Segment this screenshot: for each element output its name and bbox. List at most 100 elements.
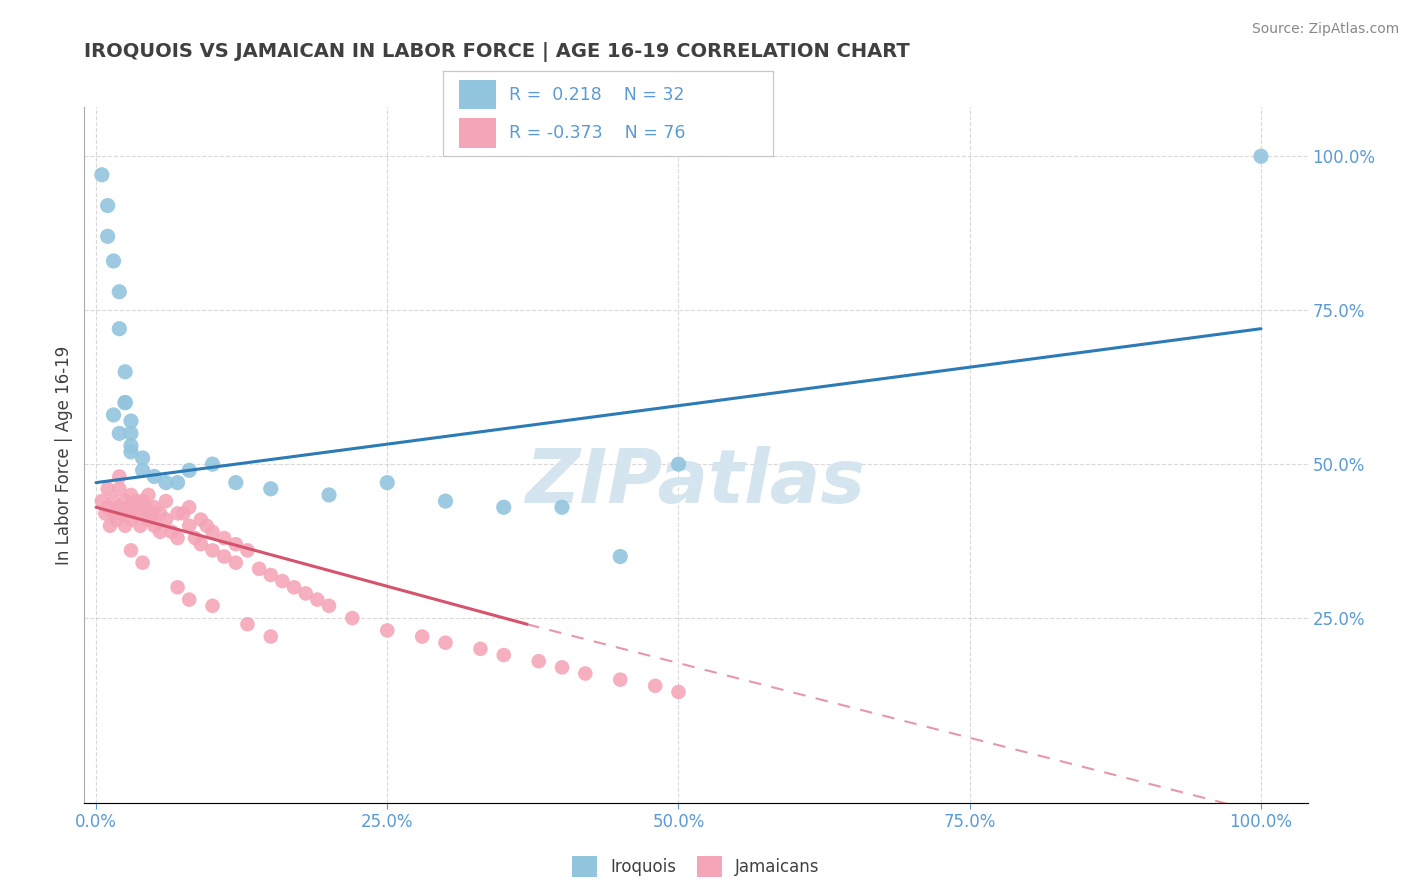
- Text: ZIPatlas: ZIPatlas: [526, 446, 866, 519]
- Point: [668, 685, 690, 699]
- Point: [225, 537, 247, 551]
- Point: [225, 475, 247, 490]
- Point: [131, 556, 153, 570]
- Point: [114, 395, 136, 409]
- Point: [527, 654, 550, 668]
- Point: [114, 518, 136, 533]
- Point: [103, 408, 125, 422]
- Point: [179, 463, 201, 477]
- Point: [179, 500, 201, 515]
- Point: [609, 549, 631, 564]
- Point: [166, 507, 188, 521]
- Point: [141, 507, 163, 521]
- Point: [120, 445, 142, 459]
- Point: [172, 507, 194, 521]
- Point: [434, 494, 457, 508]
- Point: [492, 648, 515, 662]
- Point: [551, 500, 574, 515]
- Point: [375, 475, 398, 490]
- Point: [134, 500, 156, 515]
- Point: [342, 611, 364, 625]
- Point: [103, 494, 125, 508]
- Point: [97, 500, 120, 515]
- Point: [260, 482, 283, 496]
- Point: [201, 524, 224, 539]
- Point: [318, 488, 340, 502]
- Point: [155, 494, 177, 508]
- Text: R = -0.373    N = 76: R = -0.373 N = 76: [509, 124, 686, 142]
- Text: IROQUOIS VS JAMAICAN IN LABOR FORCE | AGE 16-19 CORRELATION CHART: IROQUOIS VS JAMAICAN IN LABOR FORCE | AG…: [84, 43, 910, 62]
- Point: [201, 457, 224, 471]
- Point: [411, 630, 433, 644]
- Point: [166, 475, 188, 490]
- Point: [283, 580, 305, 594]
- Point: [111, 507, 134, 521]
- Point: [117, 500, 139, 515]
- Point: [155, 475, 177, 490]
- Point: [103, 507, 125, 521]
- Point: [97, 198, 120, 212]
- Point: [160, 524, 183, 539]
- Point: [143, 518, 166, 533]
- Point: [225, 556, 247, 570]
- Point: [201, 599, 224, 613]
- Point: [1250, 149, 1272, 163]
- Point: [143, 500, 166, 515]
- Point: [97, 482, 120, 496]
- Point: [90, 168, 112, 182]
- Point: [179, 518, 201, 533]
- Point: [149, 507, 172, 521]
- Point: [609, 673, 631, 687]
- Point: [108, 500, 131, 515]
- Point: [120, 543, 142, 558]
- Point: [108, 426, 131, 441]
- Point: [120, 512, 142, 526]
- Point: [98, 518, 121, 533]
- Point: [114, 494, 136, 508]
- Point: [131, 450, 153, 465]
- Point: [138, 488, 160, 502]
- Text: R =  0.218    N = 32: R = 0.218 N = 32: [509, 86, 685, 103]
- Point: [166, 580, 188, 594]
- Point: [108, 469, 131, 483]
- Point: [155, 512, 177, 526]
- Point: [201, 543, 224, 558]
- Point: [668, 457, 690, 471]
- Point: [103, 254, 125, 268]
- Point: [492, 500, 515, 515]
- Point: [166, 531, 188, 545]
- Point: [236, 543, 259, 558]
- Point: [120, 488, 142, 502]
- Point: [212, 531, 235, 545]
- Point: [190, 512, 212, 526]
- Point: [236, 617, 259, 632]
- Point: [434, 636, 457, 650]
- Point: [105, 512, 128, 526]
- Point: [260, 568, 283, 582]
- Point: [212, 549, 235, 564]
- FancyBboxPatch shape: [460, 80, 496, 110]
- Y-axis label: In Labor Force | Age 16-19: In Labor Force | Age 16-19: [55, 345, 73, 565]
- Point: [260, 630, 283, 644]
- Point: [179, 592, 201, 607]
- Point: [108, 285, 131, 299]
- Point: [644, 679, 666, 693]
- Point: [125, 507, 148, 521]
- Point: [129, 518, 152, 533]
- Point: [120, 439, 142, 453]
- Point: [97, 229, 120, 244]
- FancyBboxPatch shape: [460, 118, 496, 147]
- Point: [138, 512, 160, 526]
- Point: [114, 365, 136, 379]
- Point: [190, 537, 212, 551]
- Point: [149, 524, 172, 539]
- Point: [94, 507, 117, 521]
- Point: [120, 426, 142, 441]
- Point: [114, 395, 136, 409]
- Point: [184, 531, 207, 545]
- Point: [131, 463, 153, 477]
- Point: [108, 482, 131, 496]
- Point: [120, 414, 142, 428]
- Legend: Iroquois, Jamaicans: Iroquois, Jamaicans: [564, 848, 828, 885]
- Point: [551, 660, 574, 674]
